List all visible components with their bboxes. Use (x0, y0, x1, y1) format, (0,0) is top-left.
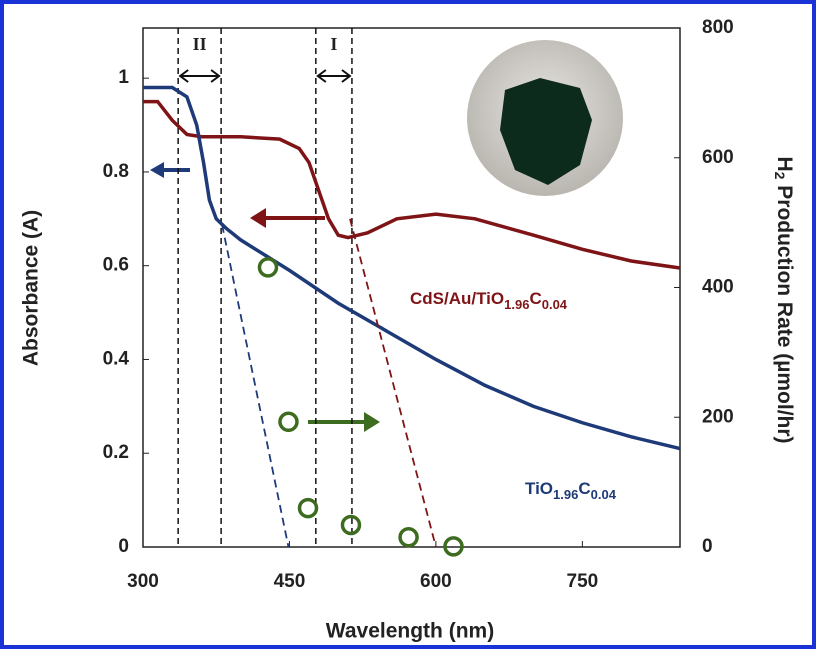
series-label: TiO1.96C0.04 (525, 479, 617, 502)
y2-tick-label: 200 (702, 406, 734, 427)
h2-rate-point (443, 536, 464, 557)
region-label: II (193, 34, 207, 54)
h2-rate-point (297, 497, 319, 519)
h2-rate-point (278, 411, 299, 433)
series-label-part: TiO (525, 479, 553, 498)
series-label-part: 0.04 (591, 487, 617, 502)
y2-title-part: H (773, 156, 796, 171)
x-tick-label: 600 (420, 571, 452, 592)
series-label-part: 0.04 (542, 297, 568, 312)
series-label-part: C (529, 289, 541, 308)
y2-tick-label: 800 (702, 17, 734, 38)
y2-axis-title: H2 Production Rate (µmol/hr) (772, 156, 796, 443)
region-arrow (316, 69, 352, 83)
y-axis-title: Absorbance (A) (20, 210, 43, 366)
absorbance-line (143, 99, 681, 270)
series-label: CdS/Au/TiO1.96C0.04 (410, 289, 568, 312)
extrapolation-line (221, 224, 290, 548)
sample-photo (467, 40, 623, 196)
region-arrow (178, 69, 221, 83)
series-label-part: CdS/Au/TiO (410, 289, 504, 308)
y2-tick-label: 0 (702, 536, 713, 557)
absorbance-line (143, 85, 681, 451)
x-tick-label: 300 (127, 571, 159, 592)
x-axis-title: Wavelength (nm) (326, 620, 494, 643)
y-tick-label: 0.6 (103, 255, 129, 276)
h2-rate-point (257, 257, 279, 278)
y2-tick-label: 400 (702, 277, 734, 298)
x-tick-label: 450 (274, 571, 306, 592)
h2-rate-point (340, 514, 362, 536)
y2-tick-label: 600 (702, 147, 734, 168)
y-tick-label: 0 (118, 536, 129, 557)
extrapolation-line (349, 218, 437, 548)
x-tick-label: 750 (567, 571, 599, 592)
y2-title-part: 2 (772, 172, 788, 180)
y-tick-label: 0.8 (103, 161, 129, 182)
arrows (150, 162, 380, 432)
series-label-part: 1.96 (504, 297, 529, 312)
series-label-part: C (578, 479, 590, 498)
h2-rate-point (398, 527, 419, 548)
region-label: I (330, 34, 337, 54)
y-tick-label: 0.2 (103, 442, 129, 463)
y2-title-part: Production Rate (µmol/hr) (773, 179, 796, 443)
y-tick-label: 1 (118, 67, 129, 88)
series-label-part: 1.96 (553, 487, 578, 502)
y-tick-label: 0.4 (103, 348, 130, 369)
